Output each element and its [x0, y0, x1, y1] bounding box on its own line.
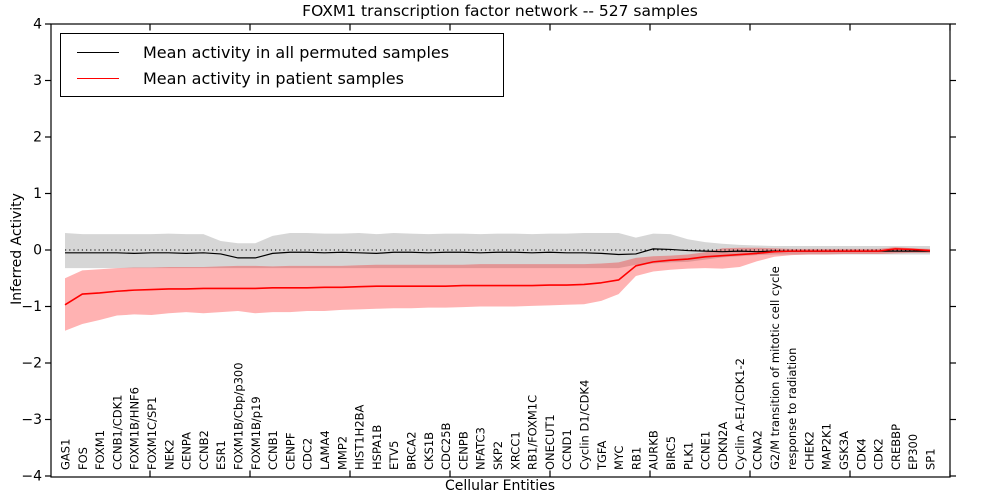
x-axis-label: Cellular Entities	[444, 478, 556, 494]
x-category-label: CENPA	[180, 432, 194, 470]
x-category-label: CCNB1/CDK1	[110, 395, 124, 471]
x-category-label: CKS1B	[422, 432, 436, 470]
x-category-label: SP1	[924, 448, 938, 470]
y-tick-label: −3	[21, 412, 42, 428]
x-category-label: NEK2	[162, 439, 176, 470]
x-category-label: FOXM1B/Cbp/p300	[232, 362, 246, 470]
y-tick-label: −1	[21, 299, 42, 315]
x-category-label: MMP2	[335, 436, 349, 470]
x-category-label: NFATC3	[474, 427, 488, 470]
x-category-label: CCNA2	[751, 430, 765, 470]
x-category-label: Cyclin A-E1/CDK1-2	[733, 358, 747, 470]
legend: Mean activity in all permuted samples Me…	[60, 33, 504, 97]
x-category-label: Cyclin D1/CDK4	[578, 380, 592, 470]
x-category-label: CENPF	[283, 433, 297, 470]
x-category-label: BRCA2	[405, 431, 419, 470]
y-tick-label: −2	[21, 356, 42, 372]
x-category-label: CENPB	[456, 431, 470, 470]
x-category-label: ETV5	[387, 441, 401, 470]
x-category-label: CDK2	[872, 438, 886, 470]
x-category-label: CDC2	[301, 438, 315, 470]
x-category-label: XRCC1	[508, 431, 522, 470]
x-category-label: CCNB2	[197, 430, 211, 470]
x-category-label: AURKB	[647, 430, 661, 470]
x-category-label: CCNB1	[266, 430, 280, 470]
permuted-confidence-band	[65, 233, 930, 269]
y-tick-label: 3	[33, 73, 42, 89]
x-category-label: CHEK2	[802, 431, 816, 470]
x-category-label: HSPA1B	[370, 425, 384, 470]
x-category-label: BIRC5	[664, 436, 678, 470]
y-tick-label: 2	[33, 130, 42, 146]
legend-label-patient: Mean activity in patient samples	[143, 68, 404, 88]
x-category-label: GAS1	[59, 439, 73, 470]
x-category-label: TGFA	[595, 441, 609, 471]
x-category-label: RB1/FOXM1C	[526, 395, 540, 470]
x-category-label: CDKN2A	[716, 422, 730, 470]
x-category-label: HIST1H2BA	[353, 404, 367, 470]
x-category-label: G2/M transition of mitotic cell cycle	[768, 266, 782, 470]
x-category-label: MYC	[612, 446, 626, 470]
x-category-label: CREBBP	[889, 424, 903, 470]
x-category-label: LAMA4	[318, 430, 332, 470]
x-category-label: ONECUT1	[543, 414, 557, 470]
x-category-label: RB1	[629, 447, 643, 470]
x-category-label: FOXM1B/HNF6	[128, 387, 142, 470]
x-category-label: ESR1	[214, 440, 228, 470]
x-category-label: CCNE1	[699, 431, 713, 470]
x-category-label: SKP2	[491, 441, 505, 470]
chart-title: FOXM1 transcription factor network -- 52…	[302, 2, 698, 20]
legend-entry-permuted: Mean activity in all permuted samples	[77, 43, 503, 62]
y-tick-label: 1	[33, 186, 42, 202]
x-category-label: CDK4	[854, 438, 868, 470]
x-category-label: FOXM1C/SP1	[145, 396, 159, 470]
x-category-label: FOS	[76, 447, 90, 470]
y-tick-label: 4	[33, 17, 42, 33]
patient-confidence-band	[65, 247, 930, 331]
y-axis-label: Inferred Activity	[9, 193, 25, 305]
patient-line-swatch	[77, 77, 119, 79]
x-category-label: EP300	[906, 434, 920, 470]
x-category-label: response to radiation	[785, 348, 799, 470]
x-category-label: GSK3A	[837, 431, 851, 470]
x-category-label: CDC25B	[439, 422, 453, 470]
x-category-label: FOXM1	[93, 430, 107, 470]
legend-entry-patient: Mean activity in patient samples	[77, 69, 503, 88]
y-tick-label: −4	[21, 469, 42, 485]
x-category-label: PLK1	[681, 442, 695, 470]
patient-mean-line	[64, 248, 931, 306]
legend-label-permuted: Mean activity in all permuted samples	[143, 42, 450, 62]
permuted-line-swatch	[77, 51, 119, 53]
y-tick-label: 0	[33, 243, 42, 259]
x-category-label: CCND1	[560, 429, 574, 470]
x-category-label: MAP2K1	[820, 423, 834, 470]
x-category-label: FOXM1B/p19	[249, 396, 263, 470]
